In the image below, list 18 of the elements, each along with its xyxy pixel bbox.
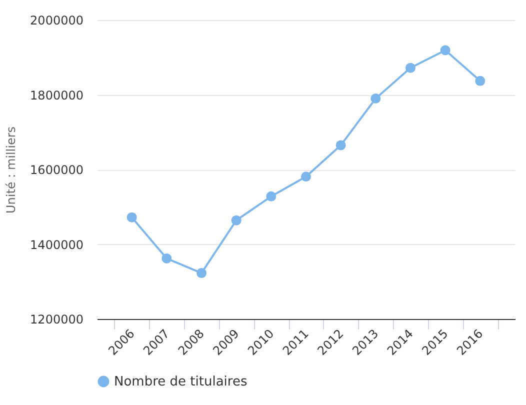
point bbox=[231, 215, 242, 226]
y-tick-label: 1200000 bbox=[30, 312, 84, 326]
y-tick-label: 2000000 bbox=[30, 14, 84, 28]
y-tick-label: 1800000 bbox=[30, 88, 84, 102]
legend-label: Nombre de titulaires bbox=[114, 374, 248, 390]
point bbox=[126, 212, 137, 222]
point bbox=[301, 172, 311, 182]
point bbox=[440, 45, 450, 56]
y-axis-title: Unité : milliers bbox=[4, 126, 18, 214]
y-tick-label: 1400000 bbox=[30, 238, 84, 252]
point bbox=[475, 76, 486, 86]
point bbox=[266, 191, 276, 202]
point bbox=[196, 268, 206, 278]
point bbox=[370, 93, 381, 104]
point bbox=[162, 253, 172, 264]
point bbox=[336, 140, 346, 150]
y-tick-label: 1600000 bbox=[30, 163, 84, 177]
point bbox=[406, 62, 416, 73]
